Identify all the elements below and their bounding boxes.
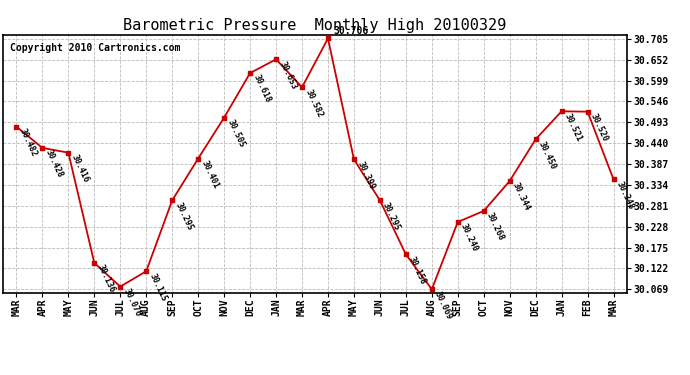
- Text: 30.295: 30.295: [381, 201, 402, 232]
- Text: 30.076: 30.076: [121, 287, 142, 318]
- Point: [375, 197, 386, 203]
- Text: 30.618: 30.618: [251, 74, 273, 105]
- Point: [297, 84, 308, 90]
- Text: 30.582: 30.582: [304, 88, 324, 118]
- Point: [504, 178, 515, 184]
- Text: 30.240: 30.240: [459, 222, 480, 254]
- Point: [478, 208, 489, 214]
- Point: [426, 286, 437, 292]
- Text: 30.348: 30.348: [615, 180, 635, 211]
- Point: [400, 251, 411, 257]
- Point: [452, 219, 463, 225]
- Text: 30.706: 30.706: [333, 26, 368, 36]
- Text: 30.521: 30.521: [563, 112, 584, 142]
- Text: 30.158: 30.158: [407, 255, 428, 286]
- Text: 30.450: 30.450: [537, 140, 558, 171]
- Point: [348, 156, 359, 162]
- Text: Copyright 2010 Cartronics.com: Copyright 2010 Cartronics.com: [10, 43, 180, 53]
- Point: [530, 136, 541, 142]
- Text: 30.428: 30.428: [43, 148, 65, 179]
- Point: [556, 108, 567, 114]
- Text: 30.136: 30.136: [96, 263, 117, 294]
- Point: [582, 109, 593, 115]
- Title: Barometric Pressure  Monthly High 20100329: Barometric Pressure Monthly High 2010032…: [124, 18, 506, 33]
- Point: [11, 124, 22, 130]
- Point: [37, 145, 48, 151]
- Point: [244, 70, 255, 76]
- Point: [167, 197, 178, 203]
- Text: 30.115: 30.115: [148, 272, 168, 303]
- Text: 30.268: 30.268: [485, 211, 506, 242]
- Point: [63, 150, 74, 156]
- Text: 30.520: 30.520: [589, 112, 610, 143]
- Point: [608, 176, 619, 182]
- Text: 30.344: 30.344: [511, 182, 532, 212]
- Text: 30.482: 30.482: [18, 127, 39, 158]
- Point: [193, 156, 204, 162]
- Text: 30.401: 30.401: [199, 159, 220, 190]
- Point: [115, 284, 126, 290]
- Text: 30.653: 30.653: [277, 60, 298, 91]
- Point: [141, 268, 152, 274]
- Text: 30.295: 30.295: [173, 201, 195, 232]
- Point: [89, 260, 100, 266]
- Text: 30.505: 30.505: [226, 118, 246, 149]
- Point: [219, 115, 230, 121]
- Point: [270, 56, 282, 62]
- Text: 30.399: 30.399: [355, 160, 376, 191]
- Point: [322, 35, 333, 41]
- Text: 30.416: 30.416: [70, 153, 90, 184]
- Text: 30.069: 30.069: [433, 290, 454, 321]
